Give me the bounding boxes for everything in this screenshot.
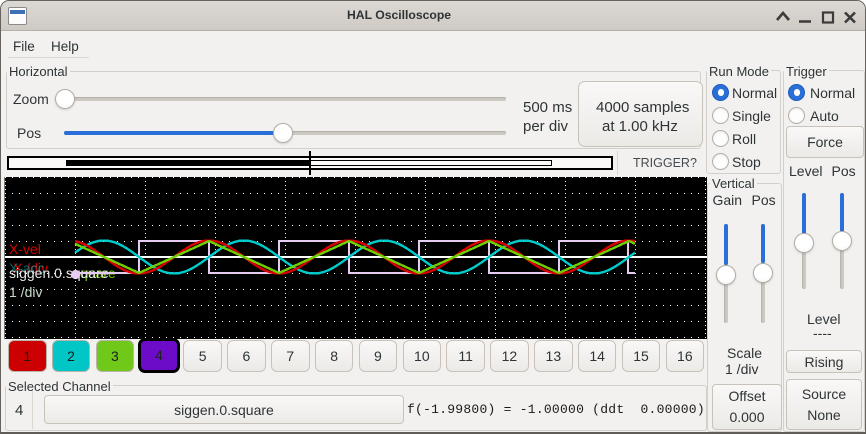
svg-text:X /div: X /div	[13, 260, 48, 276]
svg-text:siggen.0.square: siggen.0.square	[9, 265, 109, 281]
svg-text:X-vel: X-vel	[9, 241, 41, 257]
svg-text:X-acc: X-acc	[9, 260, 45, 276]
svg-text:1 /div: 1 /div	[9, 284, 42, 300]
